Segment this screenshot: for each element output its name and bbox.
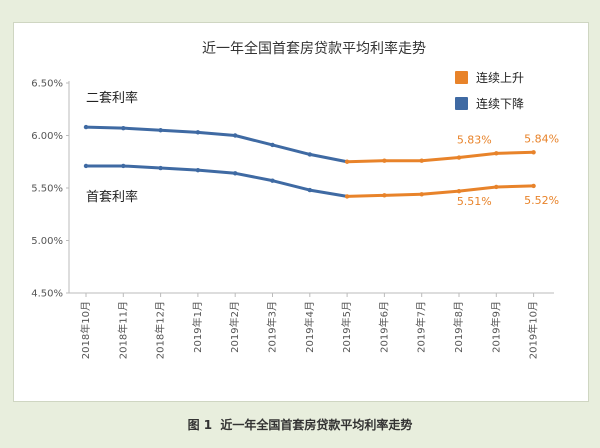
legend-swatch (455, 97, 468, 110)
series-2-point (494, 184, 499, 190)
series-1-point (158, 128, 163, 133)
x-tick-label: 2018年12月 (154, 301, 167, 359)
series-1-point (456, 155, 462, 160)
x-tick-label: 2019年1月 (191, 301, 204, 353)
x-tick-label: 2019年7月 (415, 301, 428, 353)
series-1-segment (196, 130, 237, 137)
data-labels: 5.83% 5.84% 5.51% 5.52% (457, 132, 559, 208)
series-2-segment (345, 193, 386, 198)
series-2-segment (382, 192, 424, 197)
series-2-segment (457, 185, 498, 193)
series-1-segment (345, 159, 386, 164)
x-tick-label: 2018年10月 (79, 301, 92, 359)
data-label: 5.51% (457, 195, 492, 208)
series-1-point (233, 133, 238, 138)
x-tick-label: 2019年2月 (228, 301, 241, 353)
figure-caption: 图 1 近一年全国首套房贷款平均利率走势 (0, 416, 600, 433)
legend-label: 连续下降 (476, 96, 524, 111)
series-1-segment (494, 150, 536, 155)
series-2-segment (271, 179, 312, 192)
series-lines (83, 124, 536, 199)
series-1-point (307, 152, 312, 157)
y-tick-label: 5.50% (31, 184, 63, 195)
legend-label: 连续上升 (476, 70, 524, 85)
x-tick-label: 2019年8月 (452, 301, 465, 353)
data-label: 5.52% (524, 194, 559, 207)
series-1-segment (420, 156, 461, 163)
chart-axes: 4.50% 5.00% 5.50% 6.00% 6.50% 2018年10月 2018年11… (31, 79, 554, 359)
series-1-point (419, 158, 424, 163)
series-1-point (270, 142, 275, 148)
y-tick-label: 6.50% (31, 79, 63, 90)
series-1-point (83, 124, 89, 130)
chart-panel: 近一年全国首套房贷款平均利率走势 4.50% 5.00% 5.50% 6.00% 6.5… (13, 22, 589, 402)
chart-title: 近一年全国首套房贷款平均利率走势 (202, 40, 426, 57)
y-tick-label: 5.00% (31, 236, 63, 247)
series-2-segment (233, 171, 274, 183)
x-tick-label: 2019年4月 (303, 301, 316, 353)
series-label-first: 首套利率 (86, 189, 138, 205)
figure-caption-text: 近一年全国首套房贷款平均利率走势 (220, 418, 413, 432)
series-2-point (158, 165, 163, 171)
series-2-point (456, 188, 462, 194)
series-1-point (494, 151, 499, 156)
x-tick-label: 2019年10月 (527, 301, 540, 359)
series-1-segment (271, 143, 312, 156)
series-2-point (344, 194, 350, 199)
y-tick-label: 6.00% (31, 131, 63, 142)
x-tick-label: 2019年5月 (340, 301, 353, 353)
series-2-segment (121, 164, 163, 170)
series-2-point (382, 193, 387, 198)
series-2-segment (308, 188, 349, 198)
data-label: 5.84% (524, 132, 559, 145)
data-label: 5.83% (457, 133, 492, 146)
series-1-segment (308, 152, 349, 164)
series-2-segment (159, 166, 200, 172)
x-tick-label: 2019年9月 (489, 301, 502, 353)
series-1-segment (233, 134, 274, 147)
series-2-point (195, 167, 201, 173)
series-1-point (121, 125, 126, 131)
series-1-point (531, 150, 536, 155)
series-1-segment (84, 125, 125, 130)
series-2-segment (494, 184, 536, 189)
series-1-point (344, 159, 350, 164)
legend-swatch (455, 71, 468, 84)
series-2-point (270, 178, 275, 183)
series-1-segment (159, 128, 200, 134)
series-2-point (419, 192, 424, 197)
series-1-segment (457, 151, 498, 160)
series-2-segment (196, 168, 237, 175)
y-tick-label: 4.50% (31, 289, 63, 300)
x-tick-label: 2018年11月 (116, 301, 129, 359)
series-2-point (307, 187, 312, 193)
figure-number: 图 1 (187, 418, 213, 432)
x-tick-label: 2019年3月 (266, 301, 279, 353)
series-2-point (233, 171, 238, 176)
series-2-point (531, 183, 536, 189)
series-2-segment (420, 189, 461, 196)
line-chart: 近一年全国首套房贷款平均利率走势 4.50% 5.00% 5.50% 6.00% 6.5… (31, 40, 559, 359)
series-1-segment (121, 126, 163, 132)
series-2-point (83, 163, 89, 169)
series-label-second: 二套利率 (86, 90, 138, 106)
series-1-point (382, 158, 387, 163)
series-1-point (195, 130, 201, 135)
x-tick-label: 2019年6月 (377, 301, 390, 353)
series-2-point (121, 163, 126, 169)
